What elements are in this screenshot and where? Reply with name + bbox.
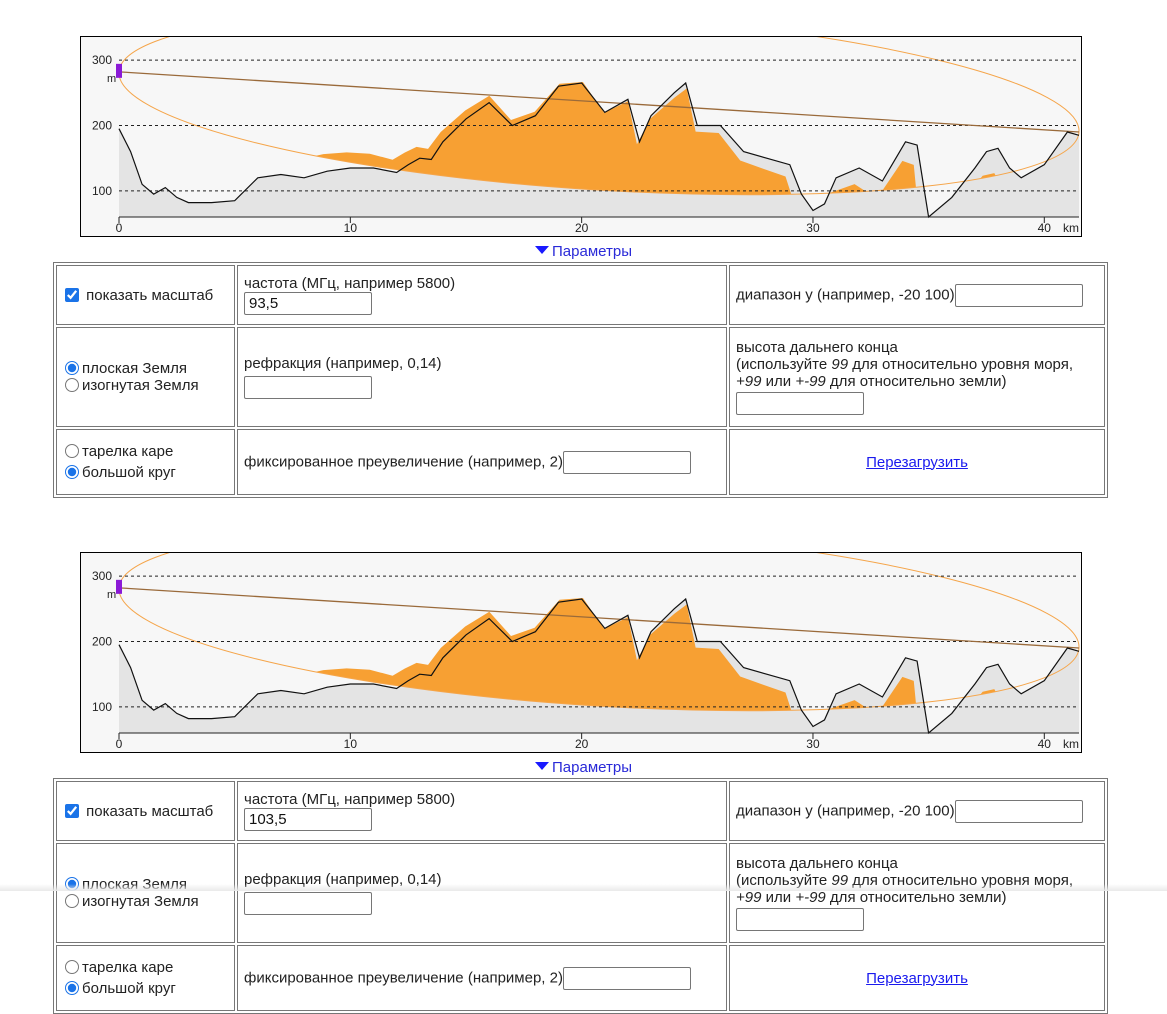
- x-tick-label: 30: [806, 221, 820, 235]
- parameters-table: показать масштаб частота (МГц, например …: [53, 778, 1108, 1014]
- refraction-label: рефракция (например, 0,14): [244, 871, 442, 888]
- far-end-title: высота дальнего конца: [736, 339, 898, 356]
- x-tick-label: 10: [344, 737, 358, 751]
- curved-earth-label: изогнутая Земля: [82, 893, 199, 910]
- parameters-table: показать масштаб частота (МГц, например …: [53, 262, 1108, 498]
- plate-carree-label: тарелка каре: [82, 443, 174, 460]
- params-row-2: плоская Земля изогнутая Земля рефракция …: [56, 327, 1105, 427]
- far-end-height-input[interactable]: [736, 908, 864, 931]
- bottom-edge: [0, 884, 1167, 891]
- x-tick-label: 10: [344, 221, 358, 235]
- params-row-1: показать масштаб частота (МГц, например …: [56, 781, 1105, 841]
- great-circle-label: большой круг: [82, 464, 176, 481]
- x-tick-label: 40: [1038, 737, 1052, 751]
- params-row-3: тарелка каре большой круг фиксированное …: [56, 429, 1105, 495]
- profile-svg: 100 200 300 m 0 10 20 30 40 km: [92, 37, 1080, 235]
- plate-carree-radio[interactable]: [65, 960, 79, 974]
- far-end-hint: (используйте 99 для относительно уровня …: [736, 356, 1074, 390]
- curved-earth-radio[interactable]: [65, 378, 79, 392]
- plate-carree-label: тарелка каре: [82, 959, 174, 976]
- frequency-label: частота (МГц, например 5800): [244, 791, 456, 808]
- show-scale-label: показать масштаб: [86, 286, 214, 304]
- frequency-label: частота (МГц, например 5800): [244, 275, 456, 292]
- line-of-sight: [118, 587, 1080, 649]
- refraction-input[interactable]: [244, 376, 372, 399]
- triangle-down-icon: [535, 246, 550, 254]
- antenna-marker: [116, 63, 122, 78]
- parameters-toggle[interactable]: Параметры: [0, 759, 1167, 776]
- reload-link[interactable]: Перезагрузить: [866, 969, 968, 987]
- x-unit-label: km: [1063, 737, 1079, 751]
- yrange-label: диапазон y (например, -20 100): [736, 801, 955, 819]
- fixed-exaggeration-label: фиксированное преувеличение (например, 2…: [244, 452, 563, 470]
- y-tick-label: 100: [92, 700, 112, 714]
- yrange-label: диапазон y (например, -20 100): [736, 285, 955, 303]
- y-tick-label: 100: [92, 184, 112, 198]
- frequency-input[interactable]: [244, 808, 372, 831]
- y-tick-label: 300: [92, 569, 112, 583]
- x-tick-label: 0: [116, 221, 123, 235]
- flat-earth-label: плоская Земля: [82, 360, 187, 377]
- great-circle-radio[interactable]: [65, 465, 79, 479]
- fixed-exaggeration-input[interactable]: [562, 450, 691, 474]
- antenna-marker: [116, 579, 122, 594]
- x-tick-label: 30: [806, 737, 820, 751]
- y-tick-label: 300: [92, 53, 112, 67]
- yrange-input[interactable]: [954, 799, 1083, 823]
- refraction-input[interactable]: [244, 892, 372, 915]
- reload-link[interactable]: Перезагрузить: [866, 453, 968, 471]
- great-circle-radio[interactable]: [65, 981, 79, 995]
- x-tick-label: 40: [1038, 221, 1052, 235]
- far-end-title: высота дальнего конца: [736, 855, 898, 872]
- y-tick-label: 200: [92, 634, 112, 648]
- flat-earth-radio[interactable]: [65, 361, 79, 375]
- y-unit-label: m: [107, 589, 116, 601]
- frequency-input[interactable]: [244, 292, 372, 315]
- plate-carree-radio[interactable]: [65, 444, 79, 458]
- elevation-profile-chart: 100 200 300 m 0 10 20 30 40 km: [80, 36, 1082, 237]
- show-scale-checkbox[interactable]: [65, 287, 79, 302]
- y-tick-label: 200: [92, 118, 112, 132]
- yrange-input[interactable]: [954, 283, 1083, 307]
- great-circle-label: большой круг: [82, 980, 176, 997]
- curved-earth-label: изогнутая Земля: [82, 377, 199, 394]
- x-tick-label: 20: [575, 737, 589, 751]
- fixed-exaggeration-label: фиксированное преувеличение (например, 2…: [244, 968, 563, 986]
- x-tick-label: 20: [575, 221, 589, 235]
- fixed-exaggeration-input[interactable]: [562, 966, 691, 990]
- far-end-height-input[interactable]: [736, 392, 864, 415]
- params-row-1: показать масштаб частота (МГц, например …: [56, 265, 1105, 325]
- curved-earth-radio[interactable]: [65, 894, 79, 908]
- parameters-toggle[interactable]: Параметры: [0, 243, 1167, 260]
- line-of-sight: [118, 71, 1080, 133]
- y-unit-label: m: [107, 73, 116, 85]
- triangle-down-icon: [535, 762, 550, 770]
- show-scale-label: показать масштаб: [86, 802, 214, 820]
- profile-svg: 100 200 300 m 0 10 20 30 40 km: [92, 553, 1080, 751]
- params-row-2: плоская Земля изогнутая Земля рефракция …: [56, 843, 1105, 943]
- show-scale-checkbox[interactable]: [65, 803, 79, 818]
- params-row-3: тарелка каре большой круг фиксированное …: [56, 945, 1105, 1011]
- x-unit-label: km: [1063, 221, 1079, 235]
- refraction-label: рефракция (например, 0,14): [244, 355, 442, 372]
- x-tick-label: 0: [116, 737, 123, 751]
- elevation-profile-chart: 100 200 300 m 0 10 20 30 40 km: [80, 552, 1082, 753]
